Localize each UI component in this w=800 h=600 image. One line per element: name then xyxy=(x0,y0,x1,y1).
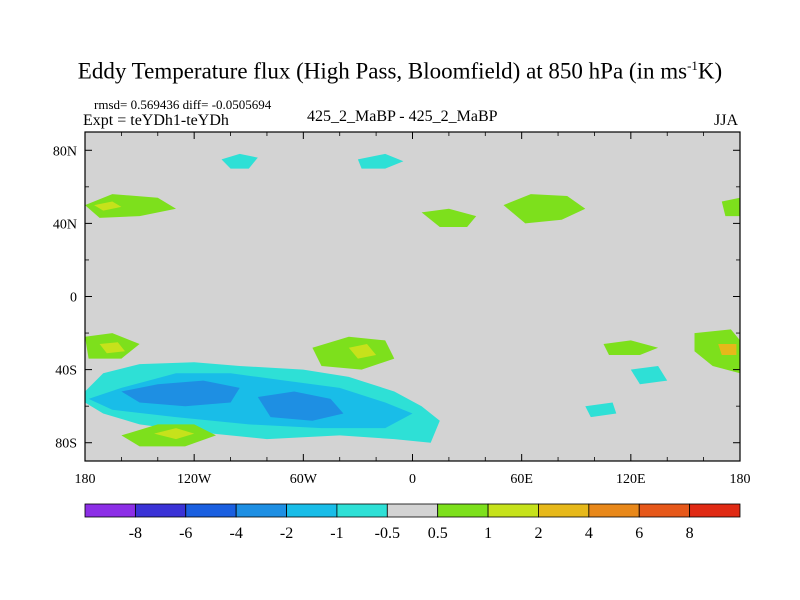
colorbar-swatch xyxy=(638,503,691,518)
title-end: K) xyxy=(697,58,723,84)
contour-ne-pacific-positive xyxy=(721,197,740,217)
colorbar-label: -8 xyxy=(129,525,142,542)
contour-sa-core xyxy=(348,344,377,359)
colorbar-swatch xyxy=(84,503,136,518)
colorbar-swatch xyxy=(437,503,489,518)
colorbar-label: 6 xyxy=(635,525,643,542)
colorbar-swatch xyxy=(235,503,287,518)
contour-asia-positive xyxy=(503,194,586,224)
colorbar-label: 1 xyxy=(484,525,492,542)
y-tick-label: 40N xyxy=(53,217,77,232)
colorbar-swatch xyxy=(185,503,237,518)
contour-sh-positive-core xyxy=(154,428,195,440)
contour-west-sh-core xyxy=(99,342,125,354)
colorbar-label: -2 xyxy=(280,525,293,542)
colorbar-swatch xyxy=(134,503,187,518)
x-tick-label: 60W xyxy=(290,472,318,487)
season-label: JJA xyxy=(714,112,739,129)
title-main: Eddy Temperature flux (High Pass, Bloomf… xyxy=(77,58,688,84)
contour-sa-positive xyxy=(312,336,395,370)
contour-ne-sh-positive xyxy=(694,329,740,374)
chart-title: Eddy Temperature flux (High Pass, Bloomf… xyxy=(0,58,800,85)
comparison-label: 425_2_MaBP - 425_2_MaBP xyxy=(307,108,498,125)
y-tick-label: 80N xyxy=(53,144,77,159)
y-tick-label: 0 xyxy=(70,291,77,306)
contour-indian-cyan xyxy=(630,366,668,385)
colorbar-swatch xyxy=(588,503,640,518)
x-tick-label: 60E xyxy=(510,472,533,487)
x-tick-label: 0 xyxy=(409,472,416,487)
contour-nh-west-positive xyxy=(85,194,176,218)
colorbar-swatch xyxy=(487,503,539,518)
x-tick-label: 180 xyxy=(730,472,751,487)
colorbar-label: 8 xyxy=(686,525,694,542)
colorbar-swatch xyxy=(538,503,590,518)
colorbar-label: -1 xyxy=(330,525,343,542)
axis-layer: 180 120W 60W 0 60E 120E 180 80N 40N 0 40S 80S xyxy=(53,131,751,487)
contour-nh-cyan-north xyxy=(221,153,258,169)
colorbar-label: 2 xyxy=(534,525,542,542)
map-layer xyxy=(85,132,740,461)
y-tick-label: 40S xyxy=(55,364,77,379)
colorbar-label: -6 xyxy=(179,525,192,542)
x-tick-label: 120W xyxy=(177,472,212,487)
contour-ne-sh-core xyxy=(718,344,737,355)
experiment-label: Expt = teYDh1-teYDh xyxy=(83,112,229,129)
contour-nh-west-core xyxy=(94,201,122,211)
colorbar-label: 4 xyxy=(585,525,593,542)
contour-indian-cyan-2 xyxy=(585,402,617,418)
y-tick-label: 80S xyxy=(55,437,77,452)
contour-nh-cyan-central xyxy=(357,153,404,169)
rmsd-label: rmsd= 0.569436 diff= -0.0505694 xyxy=(94,97,272,112)
title-superscript: -1 xyxy=(687,58,698,73)
colorbar-swatch xyxy=(386,503,439,518)
colorbar: -8 -6 -4 -2 -1 -0.5 0.5 1 2 4 6 8 xyxy=(84,503,741,542)
x-tick-label: 120E xyxy=(616,472,646,487)
colorbar-swatch xyxy=(286,503,338,518)
contour-pacific-positive xyxy=(421,208,477,227)
colorbar-label: 0.5 xyxy=(428,525,448,542)
colorbar-swatch xyxy=(689,503,741,518)
contour-sh-minus2-core-west xyxy=(121,380,240,407)
colorbar-swatch xyxy=(336,503,388,518)
contour-australia-positive xyxy=(603,340,659,355)
colorbar-label: -4 xyxy=(229,525,242,542)
x-tick-label: 180 xyxy=(75,472,96,487)
contour-sh-minus2-core-east xyxy=(257,391,344,421)
colorbar-label: -0.5 xyxy=(375,525,400,542)
